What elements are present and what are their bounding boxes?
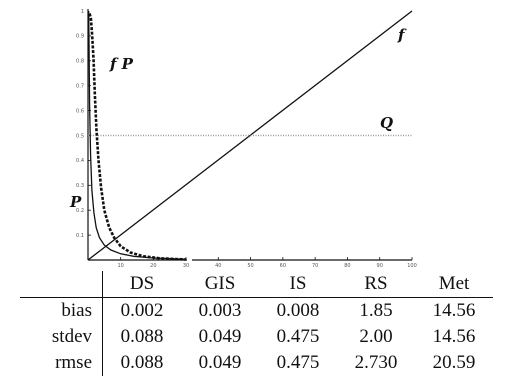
y-tick-label: 0.9 <box>76 34 84 40</box>
y-tick-label: 0.2 <box>76 208 84 214</box>
table-cell: 14.56 <box>432 326 476 347</box>
y-tick-label: 0.3 <box>76 183 84 189</box>
x-tick-label: 100 <box>407 263 417 269</box>
table-cell: 0.049 <box>198 352 242 373</box>
table-header-row: DS GIS IS RS Met <box>20 271 493 298</box>
y-tick-label: 0.7 <box>76 84 84 90</box>
table-cell: 0.475 <box>276 326 320 347</box>
table-corner <box>20 271 103 298</box>
table-cell: 0.088 <box>102 324 181 350</box>
table-cell: 1.85 <box>359 300 393 321</box>
column-header: Met <box>415 271 493 298</box>
column-header: IS <box>259 271 337 298</box>
x-tick-label: 50 <box>247 263 253 269</box>
table-row: stdev 0.088 0.049 0.475 2.00 14.56 <box>20 324 493 350</box>
column-header: GIS <box>181 271 259 298</box>
table-cell: 0.008 <box>276 300 320 321</box>
row-label: bias <box>61 300 92 321</box>
x-tick-label: 90 <box>377 263 383 269</box>
row-label: rmse <box>55 352 92 373</box>
table-row: bias 0.002 0.003 0.008 1.85 14.56 <box>20 297 493 324</box>
table-cell: 0.088 <box>102 350 181 376</box>
table-cell: 0.475 <box>276 352 320 373</box>
table-cell: 0.049 <box>198 326 242 347</box>
x-tick-label: 10 <box>117 263 123 269</box>
label-f: f <box>397 26 407 44</box>
series-layer <box>87 10 413 261</box>
y-tick-label: 0.6 <box>76 108 84 114</box>
x-tick-label: 60 <box>280 263 286 269</box>
x-tick-label: 40 <box>215 263 221 269</box>
series-fp <box>88 13 187 261</box>
label-p: P <box>69 193 82 211</box>
chart: 0.1 0.2 0.3 0.4 0.5 0.6 0.7 0.8 0.9 1 10 20 30 40 50 60… <box>69 9 417 269</box>
table-cell: 2.00 <box>359 326 393 347</box>
y-tick-label: 0.4 <box>76 158 84 164</box>
tick-marks: 0.1 0.2 0.3 0.4 0.5 0.6 0.7 0.8 0.9 1 10 20 30 40 50 60… <box>76 9 417 269</box>
y-tick-label: 0.1 <box>76 233 84 239</box>
curve-labels: f Q Pf P <box>69 26 407 211</box>
row-label: stdev <box>51 326 92 347</box>
statistics-table: DS GIS IS RS Met bias 0.002 0.003 0.008 … <box>20 271 493 376</box>
x-tick-label: 20 <box>150 263 156 269</box>
x-tick-label: 70 <box>312 263 318 269</box>
series-p <box>88 10 187 260</box>
y-tick-label: 1 <box>81 9 84 15</box>
series-f <box>87 10 413 261</box>
label-fp: f P <box>109 55 134 73</box>
y-tick-label: 0.5 <box>76 133 84 139</box>
y-tick-label: 0.8 <box>76 59 84 65</box>
table-cell: 14.56 <box>432 300 476 321</box>
label-q: Q <box>380 114 393 132</box>
column-header: DS <box>102 271 181 298</box>
x-tick-label: 30 <box>183 263 189 269</box>
table-cell: 0.002 <box>102 297 181 324</box>
table-cell: 0.003 <box>198 300 242 321</box>
x-tick-label: 80 <box>344 263 350 269</box>
table-row: rmse 0.088 0.049 0.475 2.730 20.59 <box>20 350 493 376</box>
table-cell: 20.59 <box>432 352 476 373</box>
column-header: RS <box>337 271 415 298</box>
table-cell: 2.730 <box>354 352 398 373</box>
